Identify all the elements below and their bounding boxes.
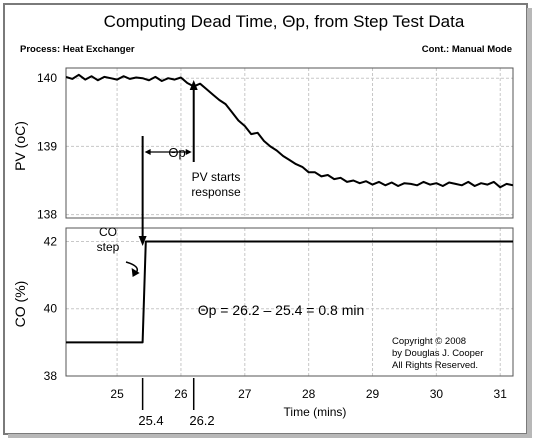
axis-ticks: 25 26 27 28 29 30 31 138 139 140 38 40 42 xyxy=(37,71,507,401)
step-marker-arrowhead xyxy=(138,236,147,246)
copyright-line1: Copyright © 2008 xyxy=(392,336,466,347)
header-mode: Cont.: Manual Mode xyxy=(422,44,512,55)
co-series-line xyxy=(66,240,513,344)
pv-axis-label: PV (oC) xyxy=(12,121,28,171)
header-process: Process: Heat Exchanger xyxy=(20,44,135,55)
y-tick-label: 42 xyxy=(44,234,58,248)
co-note-arrowhead xyxy=(131,268,140,277)
response-marker-arrowhead xyxy=(189,80,198,90)
y-tick-label: 138 xyxy=(37,208,57,222)
pv-note-line2: response xyxy=(191,185,241,199)
x-tick-label: 28 xyxy=(302,387,316,401)
co-note-line1: CO xyxy=(99,225,117,239)
shadow-bottom xyxy=(8,434,532,438)
pv-plot-frame xyxy=(65,67,514,219)
copyright-line3: All Rights Reserved. xyxy=(392,360,478,371)
x-tick-label: 31 xyxy=(494,387,508,401)
x-tick-label: 30 xyxy=(430,387,444,401)
x-tick-label: 26 xyxy=(174,387,188,401)
y-tick-label: 140 xyxy=(37,71,57,85)
y-tick-label: 139 xyxy=(37,139,57,153)
x-axis-label: Time (mins) xyxy=(284,405,347,419)
annotations: Θp PV starts response CO step Θp = 26.2 … xyxy=(97,80,483,428)
co-plot-frame xyxy=(65,227,514,377)
step-time-label: 25.4 xyxy=(138,413,163,428)
shadow-right xyxy=(527,8,532,436)
response-time-label: 26.2 xyxy=(189,413,214,428)
copyright-line2: by Douglas J. Cooper xyxy=(392,348,483,359)
y-tick-label: 40 xyxy=(44,302,58,316)
x-tick-label: 25 xyxy=(110,387,124,401)
pv-series-line xyxy=(66,73,513,189)
theta-right-arrowhead xyxy=(185,149,192,155)
series-lines xyxy=(66,73,513,344)
co-axis-label: CO (%) xyxy=(12,281,28,328)
co-note-pointer xyxy=(125,261,138,273)
co-note-line2: step xyxy=(97,240,120,254)
theta-left-arrowhead xyxy=(144,149,151,155)
y-tick-label: 38 xyxy=(44,369,58,383)
x-tick-label: 29 xyxy=(366,387,380,401)
x-tick-label: 27 xyxy=(238,387,252,401)
chart-title: Computing Dead Time, Θp, from Step Test … xyxy=(104,12,465,31)
equation-text: Θp = 26.2 – 25.4 = 0.8 min xyxy=(198,302,365,318)
pv-note-line1: PV starts xyxy=(192,170,241,184)
